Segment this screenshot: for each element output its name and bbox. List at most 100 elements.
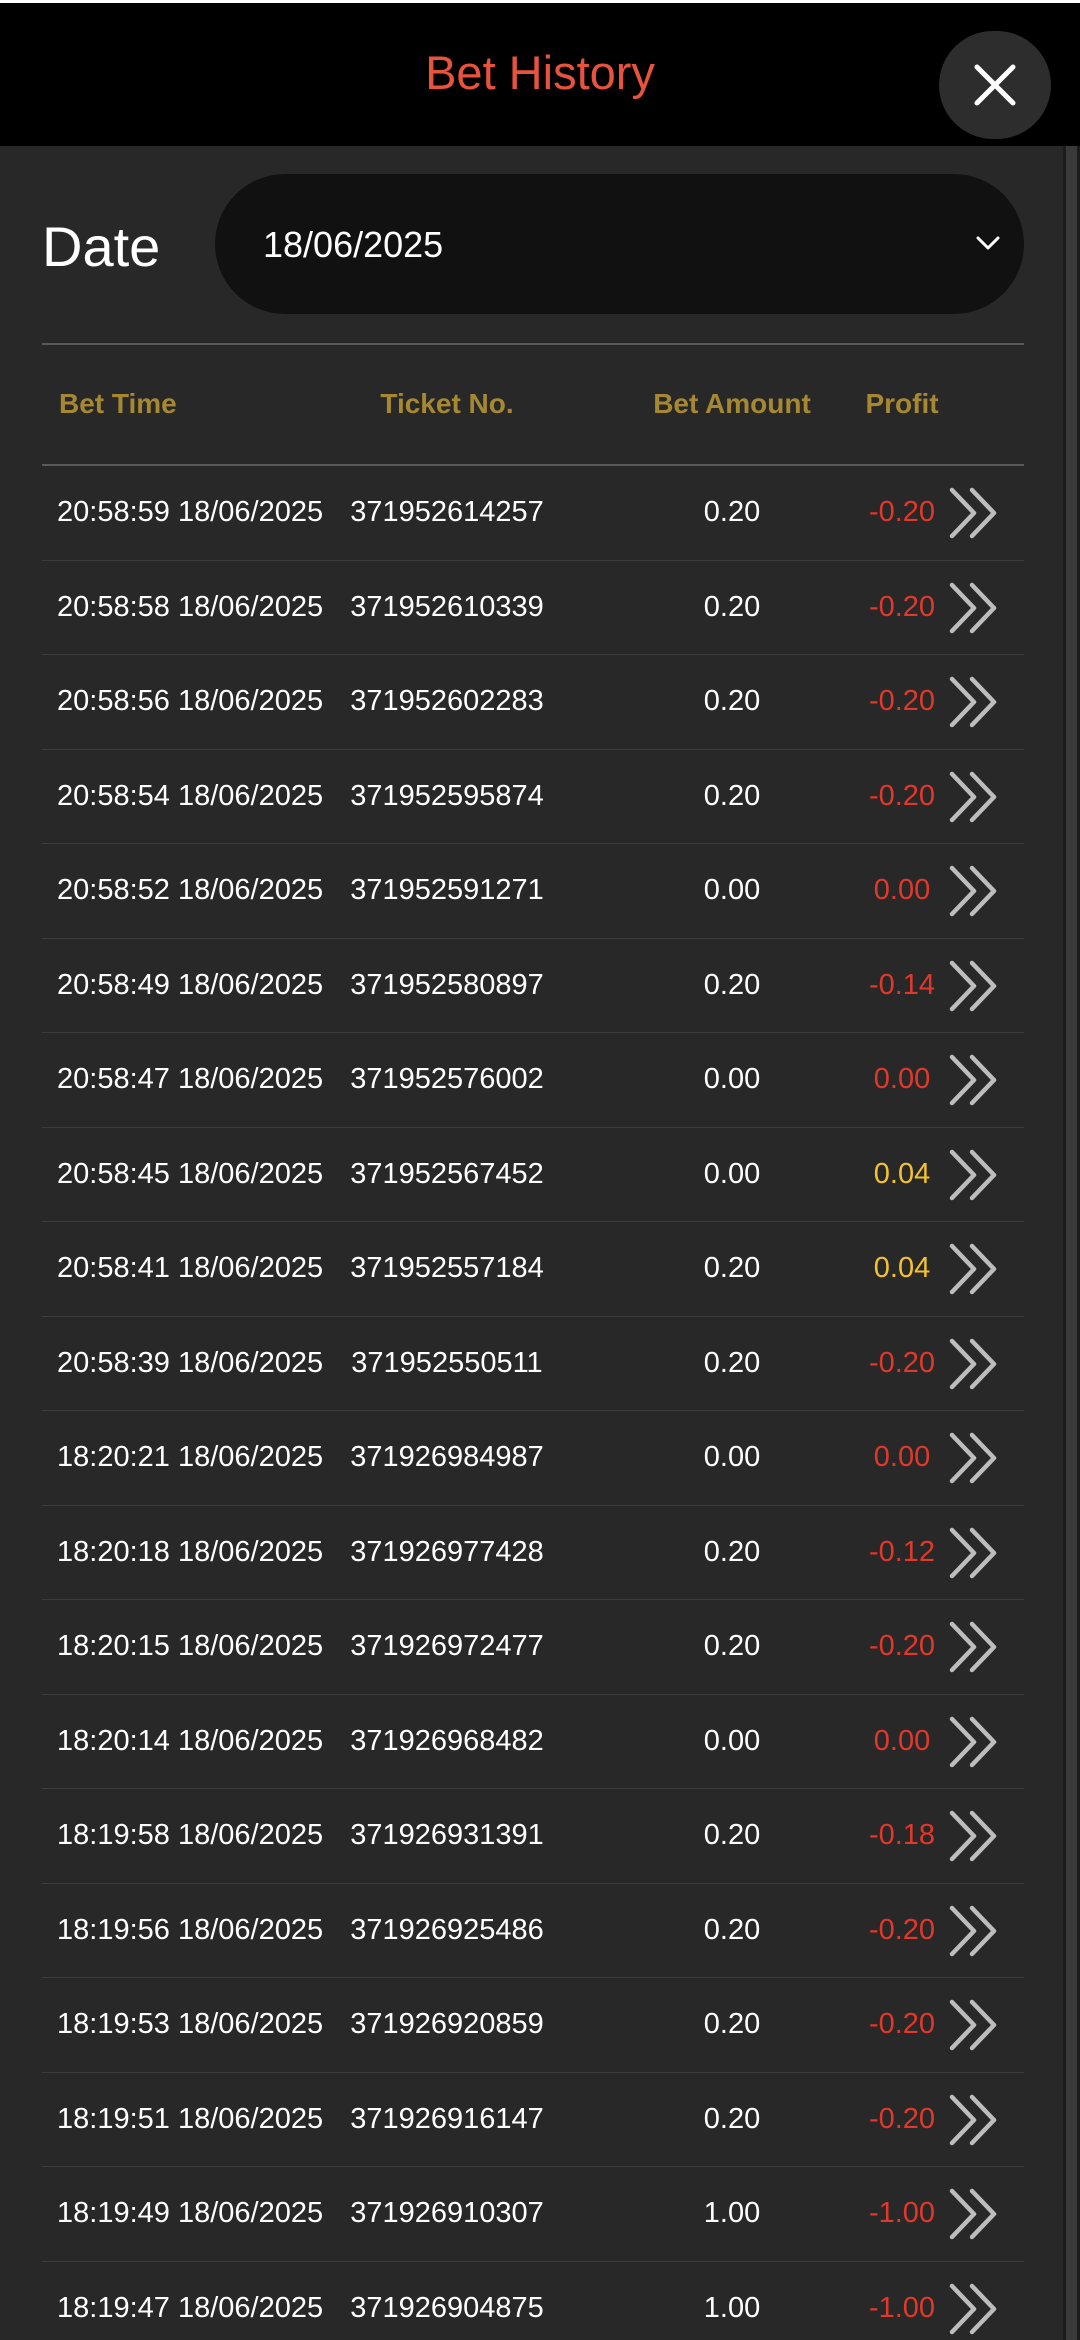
- bet-time-cell: 18:20:21 18/06/2025: [57, 1441, 324, 1473]
- ticket-no-cell: 371926984987: [350, 1441, 544, 1473]
- bet-amount-cell: 0.20: [703, 1819, 761, 1851]
- bet-amount-cell: 1.00: [703, 2291, 761, 2324]
- bet-time-cell: 18:19:49 18/06/2025: [57, 2197, 324, 2229]
- ticket-no-cell: 371952610339: [350, 590, 544, 623]
- bet-time-cell: 18:19:56 18/06/2025: [57, 1913, 324, 1946]
- profit-cell: -0.20: [868, 685, 936, 717]
- date-label: Date: [42, 215, 161, 278]
- bet-time-cell: 20:58:49 18/06/2025: [57, 968, 324, 1001]
- table-row[interactable]: 18:19:49 18/06/2025 371926910307 1.00 -1.00: [42, 2167, 1024, 2262]
- profit-cell: -0.14: [868, 968, 936, 1001]
- scrollbar-thumb[interactable]: [1066, 146, 1077, 2340]
- bet-amount-cell: 0.20: [703, 1535, 761, 1568]
- table-row[interactable]: 18:19:56 18/06/2025 371926925486 0.20 -0.20: [42, 1884, 1024, 1978]
- table-header: Bet Time Ticket No. Bet Amount Profit: [42, 346, 1024, 466]
- profit-cell: -0.20: [868, 2008, 936, 2040]
- table-row[interactable]: 20:58:58 18/06/2025 371952610339 0.20 -0.20: [42, 561, 1024, 655]
- bet-amount-cell: 0.20: [703, 1913, 761, 1946]
- double-chevron-right-icon: [949, 1432, 997, 1484]
- column-header-profit: Profit: [865, 388, 939, 419]
- ticket-no-cell: 371926972477: [350, 1630, 544, 1662]
- ticket-no-cell: 371952550511: [351, 1346, 543, 1379]
- ticket-no-cell: 371952557184: [350, 1252, 544, 1284]
- bet-time-cell: 20:58:52 18/06/2025: [57, 874, 324, 906]
- bet-time-cell: 20:58:54 18/06/2025: [57, 779, 324, 812]
- profit-cell: -0.12: [868, 1535, 936, 1568]
- ticket-no-cell: 371926931391: [350, 1819, 544, 1851]
- bet-amount-cell: 0.20: [703, 1252, 761, 1284]
- table-row[interactable]: 18:19:58 18/06/2025 371926931391 0.20 -0.18: [42, 1789, 1024, 1884]
- table-row[interactable]: 18:20:14 18/06/2025 371926968482 0.00 0.00: [42, 1695, 1024, 1789]
- table-row[interactable]: 20:58:45 18/06/2025 371952567452 0.00 0.04: [42, 1128, 1024, 1222]
- date-select[interactable]: 18/06/2025: [215, 174, 1024, 314]
- table-row[interactable]: 20:58:39 18/06/2025 371952550511 0.20 -0.20: [42, 1317, 1024, 1411]
- column-header-bet-amount: Bet Amount: [653, 388, 811, 419]
- bet-amount-cell: 0.00: [703, 874, 761, 906]
- table-row[interactable]: 18:20:21 18/06/2025 371926984987 0.00 0.00: [42, 1411, 1024, 1506]
- table-row[interactable]: 18:20:18 18/06/2025 371926977428 0.20 -0.12: [42, 1506, 1024, 1600]
- double-chevron-right-icon: [949, 2094, 997, 2145]
- profit-cell: -0.20: [868, 496, 936, 528]
- bet-time-cell: 20:58:59 18/06/2025: [57, 496, 324, 528]
- double-chevron-right-icon: [949, 1905, 997, 1956]
- double-chevron-right-icon: [949, 1054, 997, 1106]
- bet-history-table: 20:58:59 18/06/2025 371952614257 0.20 -0.20…: [42, 466, 1024, 2340]
- table-row[interactable]: 18:20:15 18/06/2025 371926972477 0.20 -0.20: [42, 1600, 1024, 1695]
- table-row[interactable]: 20:58:59 18/06/2025 371952614257 0.20 -0.20: [42, 466, 1024, 561]
- double-chevron-right-icon: [949, 865, 997, 917]
- divider: [42, 464, 1024, 466]
- bet-time-cell: 18:19:53 18/06/2025: [57, 2008, 324, 2040]
- profit-cell: 0.00: [873, 1063, 931, 1095]
- double-chevron-right-icon: [949, 2283, 997, 2334]
- double-chevron-right-icon: [949, 1810, 997, 1862]
- bet-time-cell: 20:58:41 18/06/2025: [57, 1252, 324, 1284]
- bet-time-cell: 18:20:15 18/06/2025: [57, 1630, 324, 1662]
- profit-cell: -0.20: [868, 1630, 936, 1662]
- close-icon: [974, 64, 1016, 106]
- ticket-no-cell: 371952580897: [350, 968, 544, 1001]
- ticket-no-cell: 371952591271: [350, 874, 544, 906]
- table-row[interactable]: 20:58:49 18/06/2025 371952580897 0.20 -0.14: [42, 939, 1024, 1033]
- table-row[interactable]: 20:58:56 18/06/2025 371952602283 0.20 -0.20: [42, 655, 1024, 750]
- profit-cell: -0.20: [868, 1346, 936, 1379]
- table-row[interactable]: 20:58:41 18/06/2025 371952557184 0.20 0.04: [42, 1222, 1024, 1317]
- profit-cell: -0.18: [868, 1819, 936, 1851]
- bet-amount-cell: 0.20: [703, 968, 761, 1001]
- ticket-no-cell: 371926977428: [350, 1535, 544, 1568]
- bet-time-cell: 20:58:56 18/06/2025: [57, 685, 324, 717]
- ticket-no-cell: 371952614257: [350, 496, 544, 528]
- ticket-no-cell: 371952567452: [350, 1157, 544, 1190]
- double-chevron-right-icon: [949, 1621, 997, 1673]
- bet-amount-cell: 0.20: [703, 1346, 761, 1379]
- bet-amount-cell: 0.20: [703, 2008, 761, 2040]
- table-row[interactable]: 20:58:52 18/06/2025 371952591271 0.00 0.00: [42, 844, 1024, 939]
- close-button[interactable]: [939, 31, 1051, 139]
- ticket-no-cell: 371926910307: [350, 2197, 544, 2229]
- bet-amount-cell: 0.00: [703, 1441, 761, 1473]
- bet-time-cell: 20:58:58 18/06/2025: [57, 590, 324, 623]
- table-row[interactable]: 18:19:53 18/06/2025 371926920859 0.20 -0.20: [42, 1978, 1024, 2073]
- bet-time-cell: 18:19:47 18/06/2025: [57, 2291, 324, 2324]
- bet-amount-cell: 0.00: [703, 1724, 761, 1757]
- double-chevron-right-icon: [949, 1149, 997, 1200]
- ticket-no-cell: 371926916147: [350, 2102, 544, 2135]
- double-chevron-right-icon: [949, 582, 997, 633]
- table-row[interactable]: 18:19:47 18/06/2025 371926904875 1.00 -1.00: [42, 2262, 1024, 2340]
- double-chevron-right-icon: [949, 1243, 997, 1295]
- ticket-no-cell: 371926968482: [350, 1724, 544, 1757]
- page-title: Bet History: [425, 46, 655, 99]
- profit-cell: -0.20: [868, 590, 936, 623]
- bet-amount-cell: 0.20: [703, 496, 761, 528]
- chevron-down-icon: [976, 236, 1000, 250]
- bet-time-cell: 18:20:18 18/06/2025: [57, 1535, 324, 1568]
- bet-time-cell: 18:19:58 18/06/2025: [57, 1819, 324, 1851]
- table-row[interactable]: 20:58:47 18/06/2025 371952576002 0.00 0.00: [42, 1033, 1024, 1128]
- bet-amount-cell: 0.20: [703, 2102, 761, 2135]
- bet-amount-cell: 1.00: [703, 2197, 761, 2229]
- table-row[interactable]: 20:58:54 18/06/2025 371952595874 0.20 -0.20: [42, 750, 1024, 844]
- double-chevron-right-icon: [949, 676, 997, 728]
- double-chevron-right-icon: [949, 960, 997, 1011]
- table-row[interactable]: 18:19:51 18/06/2025 371926916147 0.20 -0.20: [42, 2073, 1024, 2167]
- double-chevron-right-icon: [949, 1716, 997, 1767]
- double-chevron-right-icon: [949, 1999, 997, 2051]
